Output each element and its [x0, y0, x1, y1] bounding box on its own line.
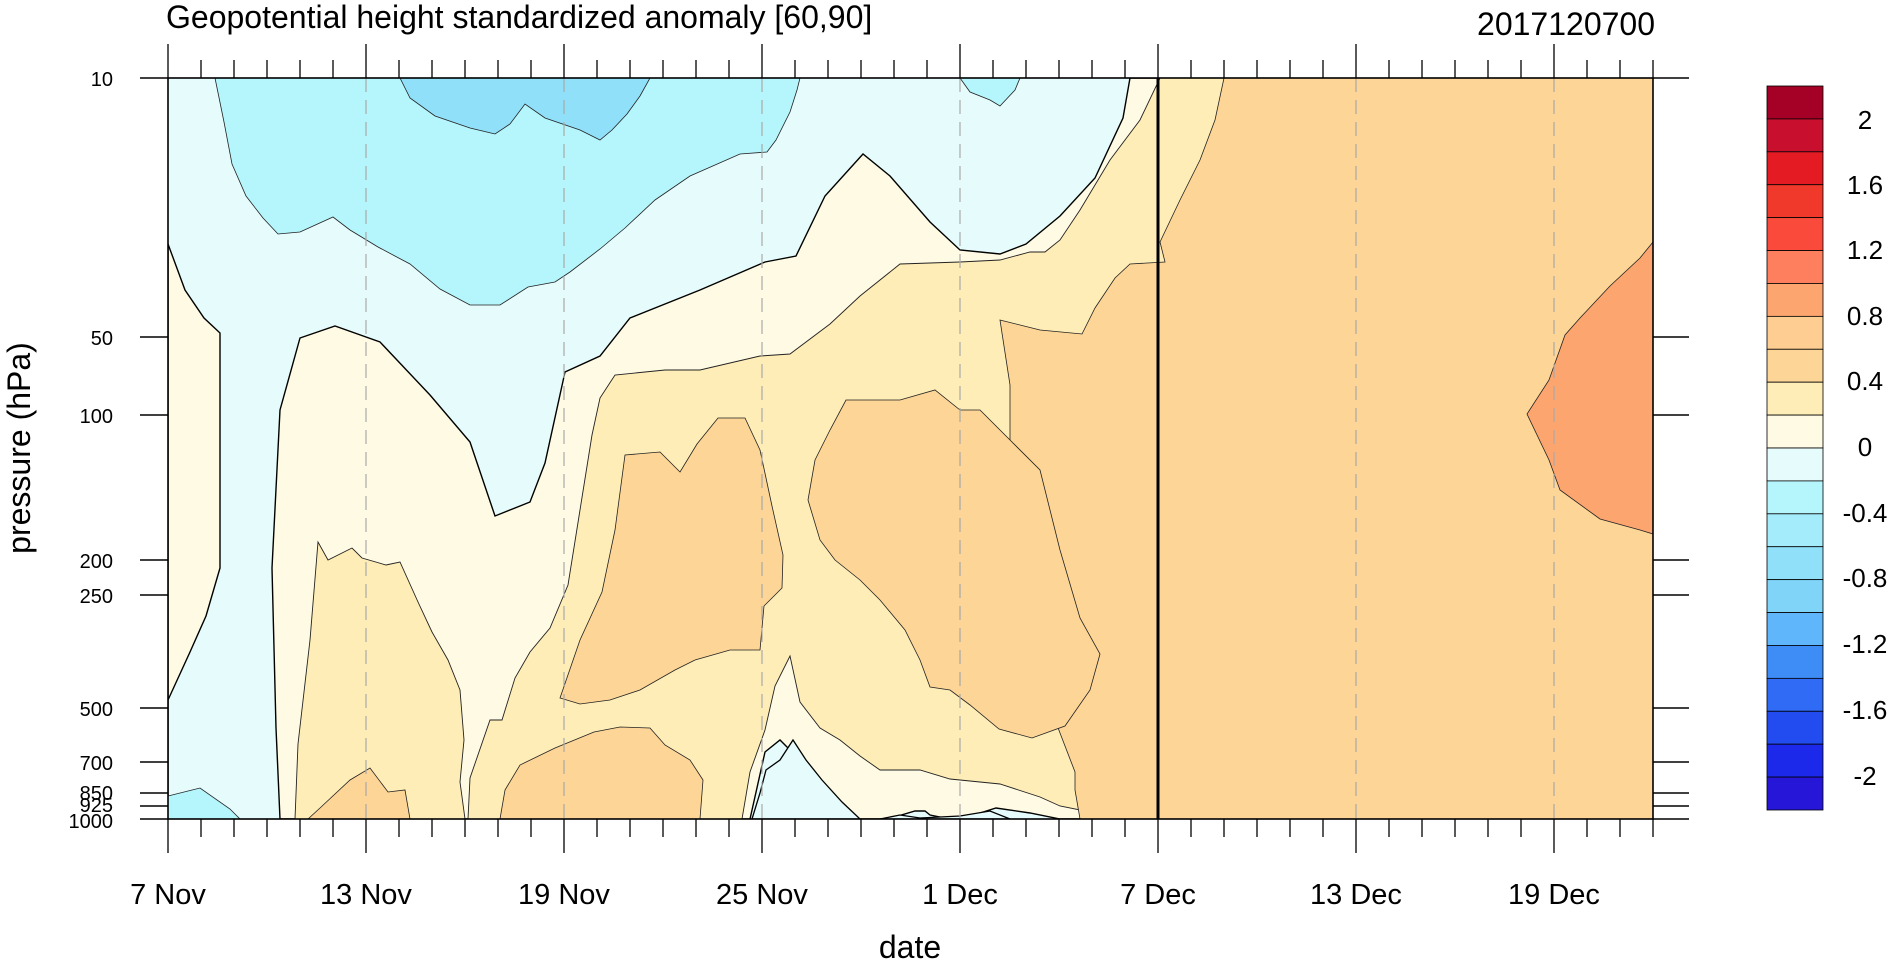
colorbar-swatch: [1766, 513, 1824, 548]
colorbar-label-neg-0-8: -0.8: [1843, 563, 1888, 593]
colorbar-swatch: [1766, 381, 1824, 416]
y-tick-label-10: 10: [91, 69, 113, 91]
colorbar-swatch: [1766, 250, 1824, 284]
x-tick-label-19-nov: 19 Nov: [518, 879, 610, 911]
field-neg-04-region-f: [879, 810, 1011, 819]
field-neg-04-region-b: [959, 78, 1021, 107]
field-pos-02-region: [294, 540, 466, 819]
colorbar-label-0: 0: [1858, 432, 1872, 462]
colorbar-swatch: [1766, 710, 1824, 745]
y-tick-label-500: 500: [80, 699, 113, 721]
field-pos-04-region-c: [559, 417, 784, 705]
plot-frame: [167, 77, 1654, 820]
x-tick-label-19-dec: 19 Dec: [1508, 879, 1600, 911]
y-tick-label-850: 850: [80, 783, 113, 805]
field-pos-04-region-b: [499, 726, 704, 819]
chart-date-stamp: 2017120700: [1477, 6, 1655, 42]
field-pos-04-region-d: [807, 389, 1101, 739]
colorbar-swatch: [1766, 612, 1824, 646]
y-tick-label-1000: 1000: [69, 811, 114, 833]
colorbar-swatch: [1766, 447, 1824, 482]
colorbar-swatch: [1766, 184, 1824, 219]
x-tick-label-1-dec: 1 Dec: [922, 879, 998, 911]
colorbar-label-1-2: 1.2: [1847, 235, 1883, 265]
y-tick-label-700: 700: [80, 753, 113, 775]
colorbar-label-0-4: 0.4: [1847, 366, 1883, 396]
field-pos-04-region: [307, 767, 411, 819]
colorbar-swatch: [1766, 414, 1824, 449]
y-axis-title: pressure (hPa): [1, 342, 37, 554]
x-tick-label-13-nov: 13 Nov: [320, 879, 412, 911]
colorbar-label-neg-1-2: -1.2: [1843, 629, 1888, 659]
colorbar-swatch: [1766, 315, 1824, 350]
colorbar-label-0-8: 0.8: [1847, 301, 1883, 331]
colorbar-swatch: [1766, 348, 1824, 383]
x-axis-ticks: [167, 44, 1654, 853]
x-tick-label-7-nov: 7 Nov: [130, 879, 206, 911]
y-tick-label-250: 250: [80, 586, 113, 608]
field-pos-06-region: [1526, 241, 1653, 535]
chart-title: Geopotential height standardized anomaly…: [166, 0, 872, 35]
colorbar-swatch: [1766, 151, 1824, 186]
colorbar-swatch: [1766, 743, 1824, 778]
colorbar-swatch: [1766, 645, 1824, 679]
y-tick-label-925: 925: [80, 795, 113, 817]
colorbar-swatch: [1766, 283, 1824, 317]
colorbar-label-1-6: 1.6: [1847, 170, 1883, 200]
field-neg-04-region-c: [168, 787, 241, 819]
colorbar-label-2: 2: [1858, 105, 1872, 135]
y-axis-labels: 10 50 100 200 250 500 700 850 925 1000: [69, 69, 114, 833]
contour-field: [168, 78, 1653, 819]
colorbar-swatch: [1766, 546, 1824, 581]
colorbar-labels: 2 1.6 1.2 0.8 0.4 0 -0.4 -0.8 -1.2 -1.6 …: [1843, 105, 1888, 791]
x-axis-labels: 7 Nov 13 Nov 19 Nov 25 Nov 1 Dec 7 Dec 1…: [130, 879, 1600, 911]
x-tick-label-25-nov: 25 Nov: [716, 879, 808, 911]
colorbar-swatch: [1766, 480, 1824, 515]
colorbar-swatch: [1766, 677, 1824, 712]
colorbar-label-neg-2: -2: [1853, 761, 1876, 791]
y-tick-label-100: 100: [80, 406, 113, 428]
colorbar-label-neg-0-4: -0.4: [1843, 498, 1888, 528]
colorbar-swatch: [1766, 776, 1824, 811]
colorbar-swatch: [1766, 217, 1824, 251]
x-axis-title: date: [879, 929, 941, 963]
colorbar-label-neg-1-6: -1.6: [1843, 695, 1888, 725]
colorbar-swatch: [1766, 579, 1824, 613]
x-tick-label-7-dec: 7 Dec: [1120, 879, 1196, 911]
y-tick-label-200: 200: [80, 551, 113, 573]
vertical-grid: [365, 78, 1555, 819]
field-neg-04-region-e: [751, 738, 861, 819]
colorbar-swatch: [1766, 118, 1824, 153]
field-neg-04-region: [214, 78, 801, 306]
x-tick-label-13-dec: 13 Dec: [1310, 879, 1402, 911]
y-tick-label-50: 50: [91, 328, 113, 350]
field-neg-08-region: [399, 78, 651, 141]
colorbar-swatch: [1766, 85, 1824, 120]
field-pos-0-region: [168, 243, 221, 819]
colorbar: [1766, 85, 1824, 811]
y-axis: [140, 77, 1689, 820]
